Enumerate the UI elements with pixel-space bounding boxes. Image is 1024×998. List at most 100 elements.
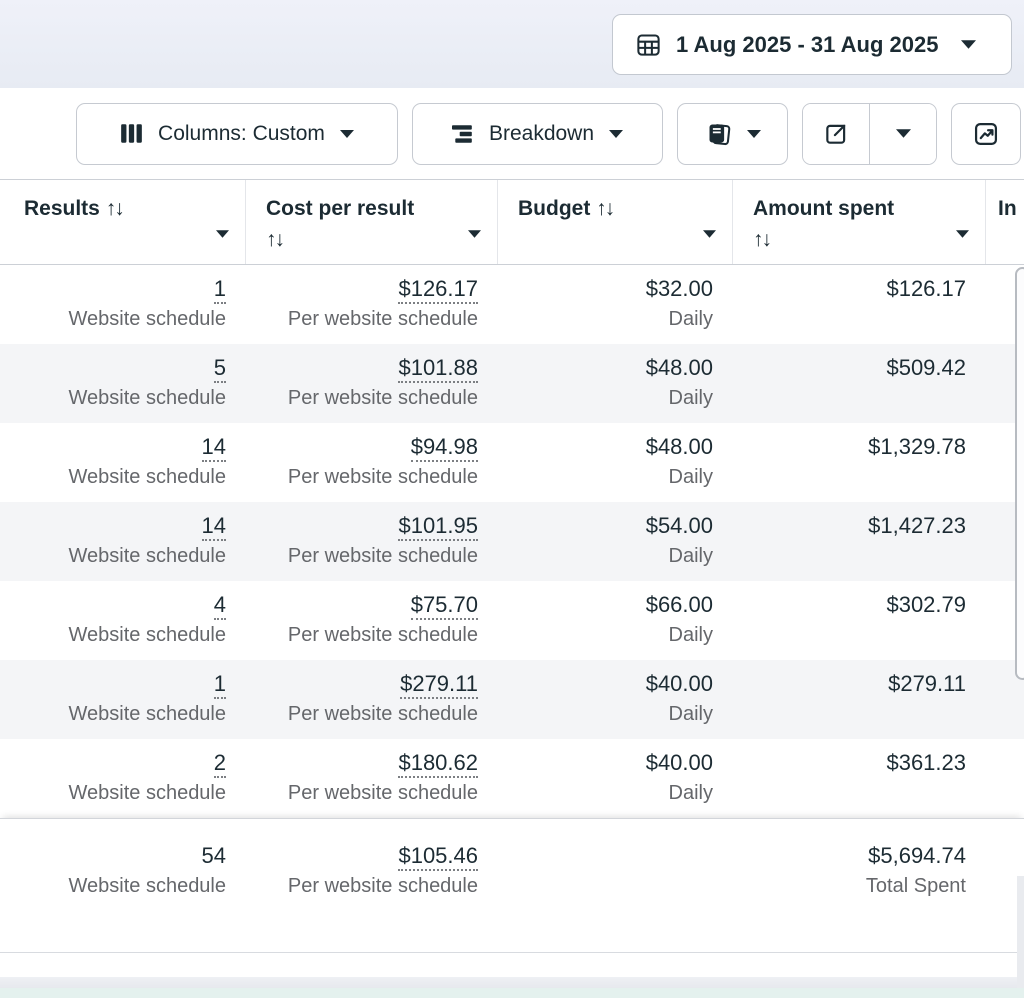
table-row[interactable]: 4 Website schedule $75.70 Per website sche…: [0, 581, 1024, 660]
results-value[interactable]: 4: [213, 592, 226, 620]
results-value[interactable]: 1: [213, 276, 226, 304]
date-range-bar: 1 Aug 2025 - 31 Aug 2025: [0, 0, 1024, 88]
columns-button[interactable]: Columns: Custom: [76, 102, 398, 165]
cost-per-result-value[interactable]: $279.11: [400, 671, 478, 699]
table-row[interactable]: 1 Website schedule $126.17 Per website sch…: [0, 265, 1024, 344]
results-cell: 1 Website schedule: [0, 265, 246, 344]
clipped-cell: [986, 739, 1024, 818]
results-value[interactable]: 14: [201, 513, 226, 541]
budget-subtitle: Daily: [668, 703, 713, 725]
sort-arrows-icon[interactable]: ↑↓: [266, 228, 285, 251]
breakdown-icon: [451, 124, 474, 144]
summary-results-subtitle: Website schedule: [68, 875, 227, 897]
columns-icon: [120, 122, 143, 145]
chevron-down-icon[interactable]: [216, 216, 229, 247]
table-body: 1 Website schedule $126.17 Per website sch…: [0, 265, 1024, 818]
amount-spent-cell: $302.79: [733, 581, 986, 660]
results-subtitle: Website schedule: [68, 308, 227, 330]
results-value[interactable]: 1: [213, 671, 226, 699]
amount-spent-cell: $279.11: [733, 660, 986, 739]
table-row[interactable]: 14 Website schedule $101.95 Per website sc…: [0, 502, 1024, 581]
results-cell: 14 Website schedule: [0, 502, 246, 581]
cost-per-result-subtitle: Per website schedule: [287, 782, 478, 804]
reports-button[interactable]: [677, 102, 788, 165]
column-header-cost-per-result[interactable]: Cost per result ↑↓: [246, 180, 498, 264]
results-subtitle: Website schedule: [68, 545, 227, 567]
results-value[interactable]: 5: [213, 355, 226, 383]
results-value[interactable]: 2: [213, 750, 226, 778]
table-row[interactable]: 1 Website schedule $279.11 Per website sch…: [0, 660, 1024, 739]
cost-per-result-subtitle: Per website schedule: [287, 624, 478, 646]
export-split-button: [802, 102, 937, 165]
amount-spent-cell: $361.23: [733, 739, 986, 818]
chevron-down-icon: [746, 129, 761, 138]
column-header-in-clipped[interactable]: In: [986, 180, 1024, 264]
amount-spent-value: $126.17: [886, 276, 966, 301]
budget-value[interactable]: $48.00: [645, 434, 713, 459]
budget-value[interactable]: $40.00: [645, 750, 713, 775]
table-toolbar: Columns: Custom Breakdown: [0, 88, 1024, 179]
column-header-results[interactable]: Results ↑↓: [0, 180, 246, 264]
amount-spent-cell: $1,427.23: [733, 502, 986, 581]
budget-value[interactable]: $66.00: [645, 592, 713, 617]
cost-per-result-value[interactable]: $126.17: [398, 276, 478, 304]
budget-subtitle: Daily: [668, 387, 713, 409]
cost-per-result-cell: $101.88 Per website schedule: [246, 344, 498, 423]
sort-arrows-icon[interactable]: ↑↓: [105, 197, 125, 220]
amount-spent-value: $509.42: [886, 355, 966, 380]
amount-spent-value: $1,329.78: [868, 434, 966, 459]
sort-arrows-icon[interactable]: ↑↓: [596, 197, 615, 220]
cost-per-result-value[interactable]: $101.95: [398, 513, 478, 541]
chevron-down-icon[interactable]: [703, 216, 716, 247]
cost-per-result-value[interactable]: $180.62: [398, 750, 478, 778]
results-subtitle: Website schedule: [68, 466, 227, 488]
cost-per-result-value[interactable]: $101.88: [398, 355, 478, 383]
charts-button[interactable]: [951, 102, 1021, 165]
breakdown-button[interactable]: Breakdown: [412, 102, 663, 165]
budget-subtitle: Daily: [668, 782, 713, 804]
results-subtitle: Website schedule: [68, 703, 227, 725]
column-header-budget[interactable]: Budget ↑↓: [498, 180, 733, 264]
cost-per-result-cell: $126.17 Per website schedule: [246, 265, 498, 344]
summary-cost-per-result-value[interactable]: $105.46: [398, 843, 478, 871]
budget-value[interactable]: $40.00: [645, 671, 713, 696]
date-range-button[interactable]: 1 Aug 2025 - 31 Aug 2025: [612, 14, 1012, 75]
cost-per-result-cell: $180.62 Per website schedule: [246, 739, 498, 818]
cost-per-result-cell: $94.98 Per website schedule: [246, 423, 498, 502]
cost-per-result-subtitle: Per website schedule: [287, 466, 478, 488]
budget-cell: $66.00 Daily: [498, 581, 733, 660]
column-label: In: [998, 197, 1017, 220]
chart-trend-icon: [972, 120, 1000, 148]
budget-value[interactable]: $54.00: [645, 513, 713, 538]
summary-results-value: 54: [201, 843, 226, 868]
results-cell: 2 Website schedule: [0, 739, 246, 818]
budget-cell: $32.00 Daily: [498, 265, 733, 344]
table-row[interactable]: 14 Website schedule $94.98 Per website sch…: [0, 423, 1024, 502]
budget-subtitle: Daily: [668, 545, 713, 567]
column-header-amount-spent[interactable]: Amount spent ↑↓: [733, 180, 986, 264]
sort-arrows-icon[interactable]: ↑↓: [753, 228, 772, 251]
export-button[interactable]: [803, 103, 870, 164]
summary-amount-spent-cell: $5,694.74 Total Spent: [733, 819, 986, 952]
columns-button-label: Columns: Custom: [158, 121, 325, 145]
budget-cell: $40.00 Daily: [498, 660, 733, 739]
chevron-down-icon[interactable]: [468, 216, 481, 247]
summary-amount-spent-value: $5,694.74: [868, 843, 966, 868]
vertical-scrollbar-thumb[interactable]: [1015, 267, 1024, 680]
export-options-button[interactable]: [870, 103, 936, 164]
amount-spent-value: $361.23: [886, 750, 966, 775]
footer-spacer: [0, 953, 1024, 977]
table-row[interactable]: 2 Website schedule $180.62 Per website sch…: [0, 739, 1024, 818]
summary-row: 54 Website schedule $105.46 Per website sc…: [0, 818, 1024, 953]
chevron-down-icon[interactable]: [956, 216, 969, 247]
cost-per-result-value[interactable]: $94.98: [410, 434, 478, 462]
budget-value[interactable]: $32.00: [645, 276, 713, 301]
results-value[interactable]: 14: [201, 434, 226, 462]
results-subtitle: Website schedule: [68, 387, 227, 409]
budget-value[interactable]: $48.00: [645, 355, 713, 380]
results-subtitle: Website schedule: [68, 624, 227, 646]
budget-subtitle: Daily: [668, 624, 713, 646]
cost-per-result-value[interactable]: $75.70: [410, 592, 478, 620]
table-row[interactable]: 5 Website schedule $101.88 Per website sch…: [0, 344, 1024, 423]
